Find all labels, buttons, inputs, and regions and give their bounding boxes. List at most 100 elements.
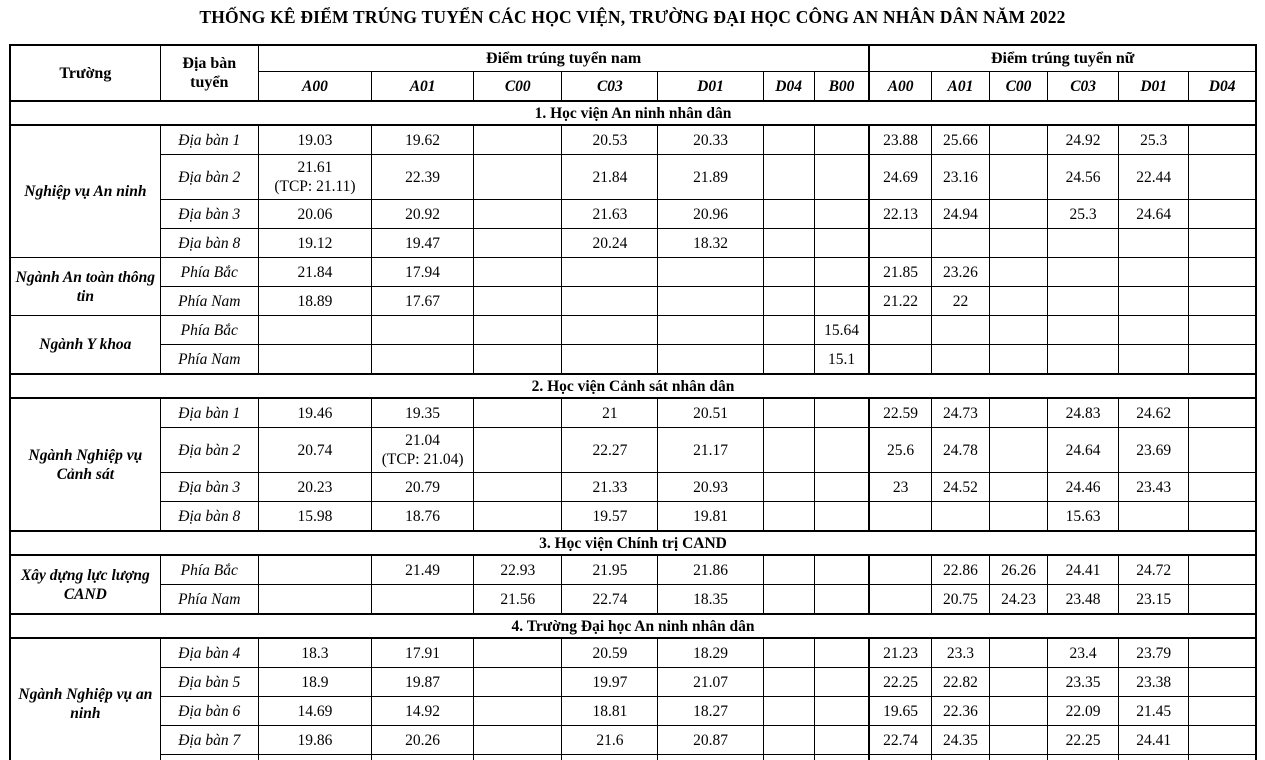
score-cell xyxy=(930,501,990,532)
area-cell: Phía Bắc xyxy=(159,554,259,585)
score-cell: 18.29 xyxy=(657,637,764,668)
score-cell: 24.72 xyxy=(1118,554,1190,585)
score-cell xyxy=(762,696,815,726)
score-cell: 24.23 xyxy=(988,584,1049,615)
score-cell xyxy=(257,554,373,585)
score-cell: 21.17 xyxy=(657,427,764,473)
area-cell: Địa bàn 6 xyxy=(159,696,259,726)
school-group-cell: Nghiệp vụ An ninh xyxy=(9,124,161,258)
score-cell xyxy=(1188,472,1257,502)
score-cell xyxy=(473,344,563,375)
score-cell xyxy=(813,501,870,532)
score-cell: 20.06 xyxy=(257,199,373,229)
score-cell xyxy=(371,315,475,345)
score-cell xyxy=(1118,257,1190,287)
score-cell xyxy=(988,696,1049,726)
score-cell: 24.94 xyxy=(930,199,990,229)
score-cell: 24.64 xyxy=(1118,199,1190,229)
score-cell: 19.47 xyxy=(371,228,475,258)
score-cell: 21.07 xyxy=(657,667,764,697)
score-cell xyxy=(762,584,815,615)
score-cell: 21.49 xyxy=(371,554,475,585)
col-header-female-a00: A00 xyxy=(868,71,932,102)
score-cell xyxy=(257,315,373,345)
score-cell xyxy=(813,257,870,287)
score-cell xyxy=(657,286,764,316)
area-cell: Địa bàn 5 xyxy=(159,667,259,697)
score-cell xyxy=(762,228,815,258)
score-cell: 24.46 xyxy=(1047,472,1120,502)
score-cell xyxy=(1118,344,1190,375)
score-cell xyxy=(1188,397,1257,428)
score-cell xyxy=(762,154,815,200)
score-cell: 23.43 xyxy=(1118,472,1190,502)
score-cell xyxy=(657,754,764,760)
table-row: Địa bàn 8 15.98 18.76 19.57 19.81 15.63 xyxy=(10,501,1257,532)
score-cell xyxy=(1118,286,1190,316)
score-cell xyxy=(1047,257,1120,287)
score-cell xyxy=(1047,315,1120,345)
score-cell xyxy=(868,584,932,615)
score-cell xyxy=(1188,199,1257,229)
score-cell: 22.09 xyxy=(1047,696,1120,726)
score-cell: 24.56 xyxy=(1047,154,1120,200)
score-cell: 26.26 xyxy=(988,554,1049,585)
score-cell: 22.74 xyxy=(561,584,659,615)
score-cell xyxy=(813,554,870,585)
score-cell xyxy=(473,472,563,502)
score-cell: 20.92 xyxy=(371,199,475,229)
score-cell: 22.44 xyxy=(1118,154,1190,200)
col-header-male-a01: A01 xyxy=(371,71,475,102)
score-cell xyxy=(371,584,475,615)
col-header-male-d01: D01 xyxy=(657,71,764,102)
score-cell xyxy=(473,754,563,760)
score-cell: 21.95 xyxy=(561,554,659,585)
score-cell xyxy=(561,344,659,375)
score-cell xyxy=(1118,315,1190,345)
score-cell xyxy=(473,286,563,316)
score-cell: 19.86 xyxy=(257,725,373,755)
score-cell: 22.27 xyxy=(561,427,659,473)
score-cell: 15.1 xyxy=(813,344,870,375)
score-cell: 17.94 xyxy=(371,257,475,287)
score-cell xyxy=(1118,228,1190,258)
score-cell: 21.04 (TCP: 21.04) xyxy=(371,427,475,473)
area-cell: Địa bàn 8 xyxy=(159,228,259,258)
score-cell xyxy=(868,501,932,532)
score-cell xyxy=(813,154,870,200)
score-cell: 22.39 xyxy=(371,154,475,200)
score-cell xyxy=(473,427,563,473)
table-row: Địa bàn 3 20.06 20.92 21.63 20.96 22.13 24.94 2… xyxy=(10,199,1257,229)
score-cell xyxy=(868,228,932,258)
score-cell xyxy=(988,501,1049,532)
score-cell xyxy=(762,427,815,473)
score-cell: 23.79 xyxy=(1118,637,1190,668)
score-cell: 24.62 xyxy=(1118,397,1190,428)
score-cell xyxy=(762,257,815,287)
score-cell xyxy=(762,199,815,229)
score-cell xyxy=(561,286,659,316)
score-cell xyxy=(473,696,563,726)
score-cell xyxy=(1188,344,1257,375)
col-header-male-c03: C03 xyxy=(561,71,659,102)
area-cell: Phía Bắc xyxy=(159,315,259,345)
score-cell xyxy=(930,228,990,258)
col-header-female-a01: A01 xyxy=(930,71,990,102)
score-cell xyxy=(988,124,1049,155)
score-cell xyxy=(762,667,815,697)
score-cell xyxy=(988,228,1049,258)
score-cell xyxy=(988,199,1049,229)
score-cell: 25.6 xyxy=(868,427,932,473)
score-cell: 21.85 xyxy=(868,257,932,287)
col-group-male: Điểm trúng tuyển nam xyxy=(257,44,870,72)
score-cell xyxy=(1188,286,1257,316)
score-cell: 21.61 (TCP: 21.11) xyxy=(257,154,373,200)
score-cell xyxy=(473,637,563,668)
score-cell xyxy=(657,315,764,345)
score-cell xyxy=(813,427,870,473)
score-cell xyxy=(988,427,1049,473)
score-cell: 19.46 xyxy=(257,397,373,428)
table-row: Phía Nam 15.1 xyxy=(10,344,1257,375)
score-cell: 20.79 xyxy=(371,472,475,502)
area-cell: Địa bàn 1 xyxy=(159,124,259,155)
